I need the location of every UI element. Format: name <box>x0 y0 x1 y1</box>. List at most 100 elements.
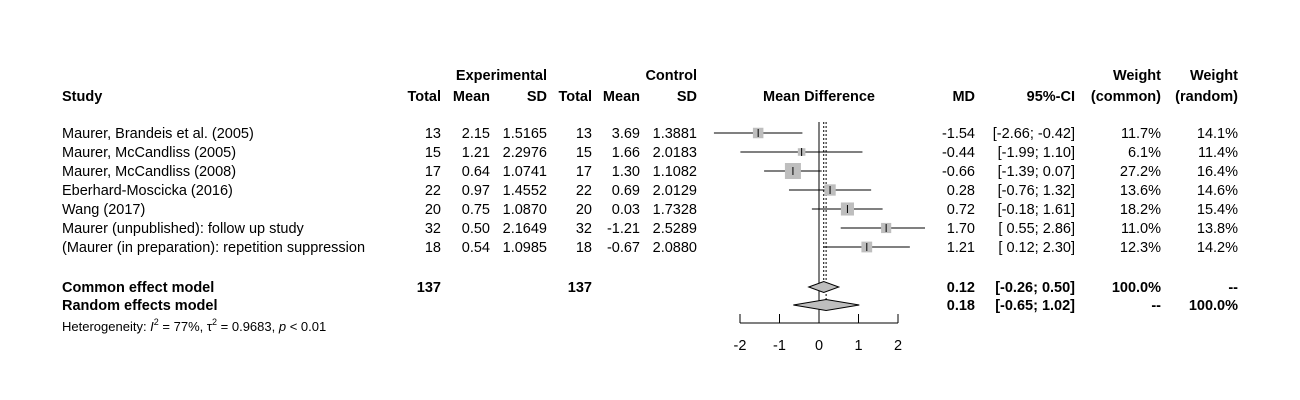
study-md-text: 0.72 <box>947 202 975 218</box>
common-md: 0.12 <box>947 280 975 296</box>
i2-superscript: 2 <box>154 317 159 327</box>
study-e-mean: 0.97 <box>462 183 490 199</box>
study-e-sd: 2.1649 <box>503 221 547 237</box>
study-w-random: 13.8% <box>1197 221 1238 237</box>
p-symbol: p <box>278 319 286 334</box>
study-ci-text: [-1.39; 0.07] <box>998 164 1075 180</box>
header-experimental: Experimental <box>456 68 547 84</box>
study-c-mean: 0.69 <box>612 183 640 199</box>
study-e-sd: 2.2976 <box>503 145 547 161</box>
study-e-total: 17 <box>425 164 441 180</box>
header-e-sd: SD <box>527 89 547 105</box>
study-ci-text: [-1.99; 1.10] <box>998 145 1075 161</box>
tau-value: = 0.9683, <box>217 319 279 334</box>
study-name: Maurer, Brandeis et al. (2005) <box>62 126 254 142</box>
study-c-sd: 1.1082 <box>653 164 697 180</box>
study-md-text: 1.70 <box>947 221 975 237</box>
header-weight-random-top: Weight <box>1190 68 1238 84</box>
study-c-total: 22 <box>576 183 592 199</box>
x-tick-label: -2 <box>734 338 747 354</box>
header-weight-common-top: Weight <box>1113 68 1161 84</box>
common-w-common: 100.0% <box>1112 280 1161 296</box>
study-rows: Maurer, Brandeis et al. (2005) 13 2.15 1.51… <box>62 126 1238 256</box>
study-w-common: 27.2% <box>1120 164 1161 180</box>
study-c-total: 15 <box>576 145 592 161</box>
study-name: Maurer, McCandliss (2008) <box>62 164 236 180</box>
study-c-mean: 1.30 <box>612 164 640 180</box>
heterogeneity-prefix: Heterogeneity: <box>62 319 150 334</box>
study-w-random: 14.1% <box>1197 126 1238 142</box>
header-control: Control <box>645 68 697 84</box>
study-e-total: 18 <box>425 240 441 256</box>
plot-area: -2 -1 0 1 2 <box>713 122 925 354</box>
study-e-sd: 1.4552 <box>503 183 547 199</box>
study-md-text: -1.54 <box>942 126 975 142</box>
study-name: Maurer, McCandliss (2005) <box>62 145 236 161</box>
header-c-total: Total <box>558 89 592 105</box>
study-e-sd: 1.0985 <box>503 240 547 256</box>
study-md-text: 1.21 <box>947 240 975 256</box>
study-ci-text: [ 0.55; 2.86] <box>998 221 1075 237</box>
study-e-total: 13 <box>425 126 441 142</box>
study-w-random: 11.4% <box>1198 145 1238 161</box>
study-c-mean: 1.66 <box>612 145 640 161</box>
study-c-sd: 1.7328 <box>653 202 697 218</box>
study-row: Maurer (unpublished): follow up study 32 0… <box>62 221 1238 237</box>
study-c-mean: -0.67 <box>607 240 640 256</box>
study-c-sd: 2.0880 <box>653 240 697 256</box>
study-c-mean: -1.21 <box>607 221 640 237</box>
study-row: Wang (2017) 20 0.75 1.0870 20 0.03 1.7328 0.72 [… <box>62 202 1238 218</box>
study-w-common: 18.2% <box>1120 202 1161 218</box>
study-w-random: 15.4% <box>1197 202 1238 218</box>
common-e-total: 137 <box>417 280 441 296</box>
study-e-mean: 2.15 <box>462 126 490 142</box>
common-ci: [-0.26; 0.50] <box>995 280 1075 296</box>
study-name: Wang (2017) <box>62 202 145 218</box>
random-w-common: -- <box>1151 298 1161 314</box>
header-c-mean: Mean <box>603 89 640 105</box>
study-w-random: 14.2% <box>1197 240 1238 256</box>
study-e-total: 15 <box>425 145 441 161</box>
header-e-mean: Mean <box>453 89 490 105</box>
study-c-total: 13 <box>576 126 592 142</box>
random-md: 0.18 <box>947 298 975 314</box>
study-e-sd: 1.0870 <box>503 202 547 218</box>
study-e-total: 22 <box>425 183 441 199</box>
header-study: Study <box>62 89 102 105</box>
header-mean-difference: Mean Difference <box>763 89 875 105</box>
study-row: Maurer, Brandeis et al. (2005) 13 2.15 1.51… <box>62 126 1238 142</box>
study-ci-text: [-2.66; -0.42] <box>993 126 1075 142</box>
x-tick-label: 2 <box>894 338 902 354</box>
study-c-total: 18 <box>576 240 592 256</box>
study-e-mean: 0.64 <box>462 164 490 180</box>
study-c-mean: 3.69 <box>612 126 640 142</box>
study-name: (Maurer (in preparation): repetition sup… <box>62 240 365 256</box>
random-w-random: 100.0% <box>1189 298 1238 314</box>
study-e-total: 32 <box>425 221 441 237</box>
tau-symbol: τ <box>207 319 213 334</box>
x-tick-label: 0 <box>815 338 823 354</box>
study-w-random: 16.4% <box>1197 164 1238 180</box>
study-md-text: -0.44 <box>942 145 975 161</box>
study-e-mean: 0.50 <box>462 221 490 237</box>
study-c-sd: 1.3881 <box>653 126 697 142</box>
study-w-common: 6.1% <box>1128 145 1161 161</box>
study-e-mean: 1.21 <box>462 145 490 161</box>
header-ci: 95%-CI <box>1027 89 1075 105</box>
common-label: Common effect model <box>62 280 214 296</box>
study-e-sd: 1.0741 <box>503 164 547 180</box>
tau-superscript: 2 <box>212 317 217 327</box>
random-ci: [-0.65; 1.02] <box>995 298 1075 314</box>
i2-symbol: I <box>150 319 154 334</box>
study-row: Eberhard-Moscicka (2016) 22 0.97 1.4552 22 0.… <box>62 183 1238 199</box>
study-w-random: 14.6% <box>1197 183 1238 199</box>
study-row: (Maurer (in preparation): repetition sup… <box>62 240 1238 256</box>
study-name: Maurer (unpublished): follow up study <box>62 221 305 237</box>
study-name: Eberhard-Moscicka (2016) <box>62 183 233 199</box>
study-md-text: -0.66 <box>942 164 975 180</box>
common-effect-diamond <box>807 280 841 294</box>
study-e-mean: 0.75 <box>462 202 490 218</box>
header-weight-random: (random) <box>1175 89 1238 105</box>
study-w-common: 12.3% <box>1120 240 1161 256</box>
